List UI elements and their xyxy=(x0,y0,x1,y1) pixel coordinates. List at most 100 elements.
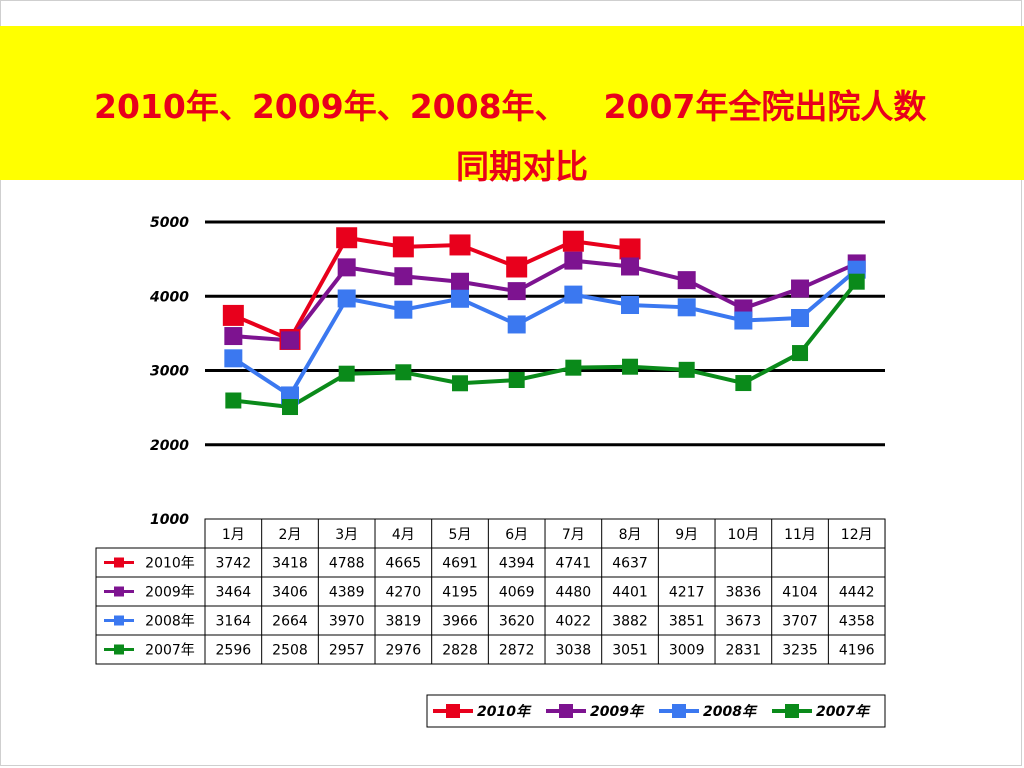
data-point-2009年-1月 xyxy=(224,327,243,346)
data-point-2009年-4月 xyxy=(394,267,413,286)
data-point-2008年-8月 xyxy=(621,296,640,315)
data-point-2008年-11月 xyxy=(791,309,810,328)
page-title-line-1: 2010年、2009年、2008年、 2007年全院出院人数 xyxy=(0,80,1024,128)
y-tick-label: 4000 xyxy=(149,289,189,305)
table-cell: 4195 xyxy=(442,585,478,601)
data-point-2008年-10月 xyxy=(734,311,753,330)
legend-marker-2007年 xyxy=(785,704,799,718)
table-cell: 4022 xyxy=(556,614,592,630)
table-cell: 4270 xyxy=(386,585,422,601)
table-cell: 3038 xyxy=(556,643,592,659)
legend-label: 2007年 xyxy=(816,703,871,720)
table-key-marker-2007年 xyxy=(114,644,124,655)
series-line-2009年 xyxy=(233,258,858,343)
title-part-2: 2007年全院出院人数 xyxy=(603,87,927,126)
table-row-label: 2010年 xyxy=(145,556,195,572)
table-cell: 4358 xyxy=(839,614,875,630)
table-cell: 3882 xyxy=(612,614,648,630)
data-point-2007年-9月 xyxy=(678,361,695,378)
table-cell: 4104 xyxy=(782,585,818,601)
data-point-2008年-9月 xyxy=(677,298,696,317)
title-part-1: 2010年、2009年、2008年、 xyxy=(94,87,568,126)
series-line-2008年 xyxy=(232,268,859,398)
table-cell: 3742 xyxy=(216,556,252,572)
data-point-2007年-2月 xyxy=(282,399,299,416)
data-point-2008年-7月 xyxy=(564,285,583,304)
y-tick-label: 5000 xyxy=(150,215,189,231)
legend-label: 2008年 xyxy=(703,703,758,720)
data-point-2010年-3月 xyxy=(336,227,358,249)
data-point-2007年-1月 xyxy=(225,392,242,409)
table-cell: 3673 xyxy=(726,614,762,630)
table-row-label: 2008年 xyxy=(145,614,195,630)
table-key-marker-2008年 xyxy=(114,615,124,626)
data-point-2010年-8月 xyxy=(619,238,641,260)
table-cell: 3051 xyxy=(612,643,648,659)
table-cell: 3009 xyxy=(669,643,705,659)
table-row xyxy=(95,576,886,607)
data-point-2010年-1月 xyxy=(222,304,244,326)
table-cell: 3851 xyxy=(669,614,705,630)
y-tick-label: 2000 xyxy=(150,438,189,454)
table-cell: 4069 xyxy=(499,585,535,601)
table-header-cell: 5月 xyxy=(449,527,472,543)
table-row xyxy=(95,605,886,636)
table-cell: 4401 xyxy=(612,585,648,601)
y-tick-label: 3000 xyxy=(150,364,189,380)
table-cell: 4394 xyxy=(499,556,535,572)
data-point-2009年-11月 xyxy=(791,279,810,298)
data-point-2008年-5月 xyxy=(451,289,470,308)
table-cell: 4637 xyxy=(612,556,648,572)
table-cell: 2957 xyxy=(329,643,365,659)
legend-marker-2008年 xyxy=(672,704,686,718)
data-point-2009年-6月 xyxy=(507,282,526,301)
table-cell: 3970 xyxy=(329,614,365,630)
legend-label: 2009年 xyxy=(590,703,645,720)
table-row-label: 2009年 xyxy=(145,585,195,601)
table-cell: 3836 xyxy=(726,585,762,601)
table-row xyxy=(95,547,886,578)
data-point-2007年-12月 xyxy=(848,273,865,290)
data-point-2009年-2月 xyxy=(281,331,300,350)
data-point-2009年-9月 xyxy=(677,271,696,290)
series-line-2007年 xyxy=(233,280,859,410)
table-header-cell: 2月 xyxy=(279,527,302,543)
data-point-2010年-7月 xyxy=(562,230,584,252)
table-cell: 2976 xyxy=(386,643,422,659)
table-header-cell: 1月 xyxy=(222,527,245,543)
table-cell: 3620 xyxy=(499,614,535,630)
legend-label: 2010年 xyxy=(477,703,532,720)
data-point-2008年-6月 xyxy=(507,315,526,334)
data-point-2008年-3月 xyxy=(337,289,356,308)
table-cell: 3406 xyxy=(272,585,308,601)
table-header-cell: 6月 xyxy=(505,527,528,543)
table-row xyxy=(95,634,886,665)
data-point-2009年-3月 xyxy=(337,258,356,277)
table-cell: 4442 xyxy=(839,585,875,601)
table-cell: 2831 xyxy=(726,643,762,659)
data-point-2010年-6月 xyxy=(506,256,528,278)
data-point-2007年-4月 xyxy=(395,364,412,381)
table-cell: 3164 xyxy=(216,614,252,630)
data-point-2008年-4月 xyxy=(394,300,413,319)
data-point-2007年-10月 xyxy=(735,375,752,392)
title-banner xyxy=(0,26,1024,180)
table-cell: 2664 xyxy=(272,614,308,630)
data-point-2010年-4月 xyxy=(392,236,414,258)
data-point-2009年-7月 xyxy=(564,251,583,270)
table-cell: 2596 xyxy=(216,643,252,659)
legend-marker-2009年 xyxy=(559,704,573,718)
table-cell: 3707 xyxy=(782,614,818,630)
data-point-2007年-11月 xyxy=(792,345,809,362)
table-header-cell: 12月 xyxy=(841,527,873,543)
table-header-cell: 3月 xyxy=(335,527,358,543)
table-cell: 4788 xyxy=(329,556,365,572)
data-point-2009年-5月 xyxy=(451,272,470,291)
table-header-cell: 9月 xyxy=(675,527,698,543)
table-cell: 4691 xyxy=(442,556,478,572)
table-header-cell: 11月 xyxy=(784,527,816,543)
table-key-marker-2009年 xyxy=(114,586,124,597)
data-point-2010年-5月 xyxy=(449,234,471,256)
